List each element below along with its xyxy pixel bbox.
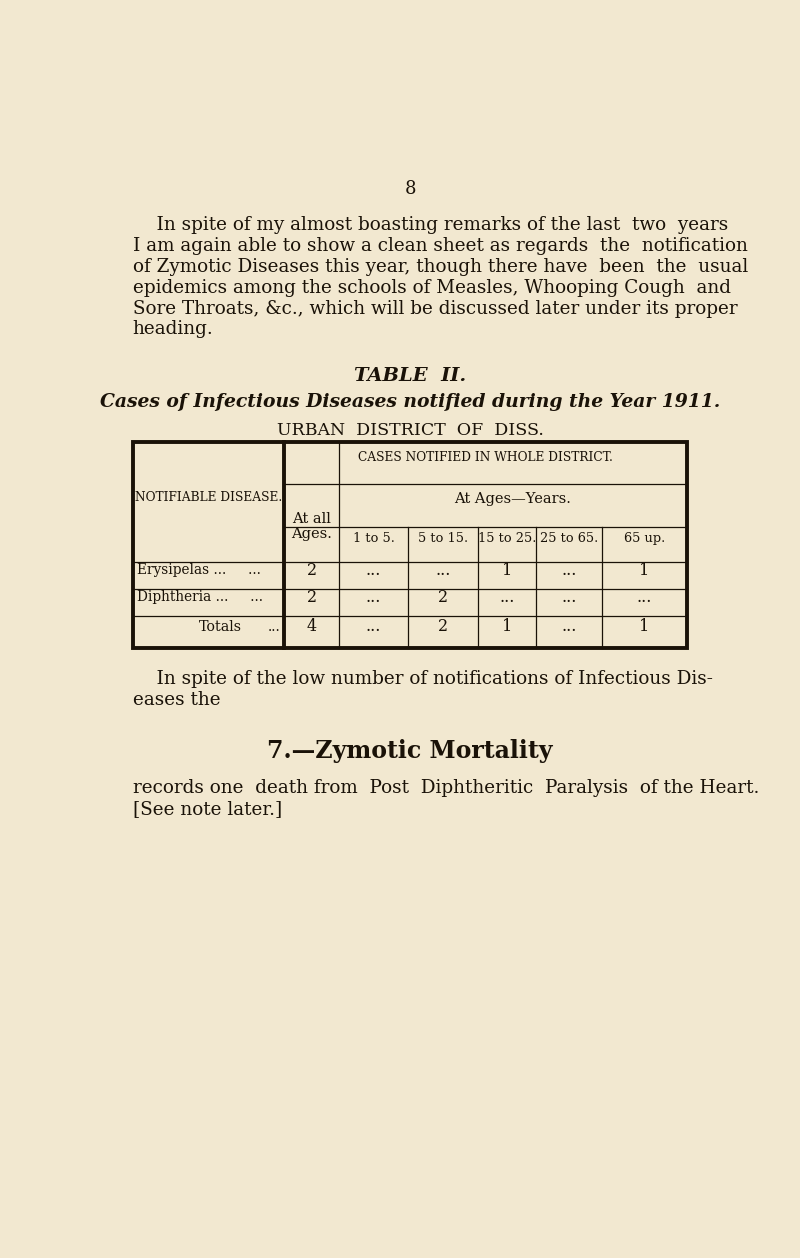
Text: ...: ... — [366, 562, 382, 579]
Text: 2: 2 — [306, 562, 317, 579]
Text: 1: 1 — [502, 562, 512, 579]
Text: In spite of the low number of notifications of Infectious Dis-: In spite of the low number of notificati… — [133, 671, 713, 688]
Text: ...: ... — [562, 619, 577, 635]
Text: At Ages—Years.: At Ages—Years. — [454, 492, 571, 507]
Text: 2: 2 — [438, 619, 448, 635]
Text: At all: At all — [292, 512, 331, 526]
Text: ...: ... — [268, 620, 281, 634]
Text: eases the: eases the — [133, 691, 220, 708]
Text: Ages.: Ages. — [291, 527, 332, 541]
Text: ...: ... — [499, 589, 515, 605]
Text: ...: ... — [366, 619, 382, 635]
Text: records one  death from  Post  Diphtheritic  Paralysis  of the Heart.: records one death from Post Diphtheritic… — [133, 779, 759, 798]
Text: epidemics among the schools of Measles, Whooping Cough  and: epidemics among the schools of Measles, … — [133, 279, 730, 297]
Text: of Zymotic Diseases this year, though there have  been  the  usual: of Zymotic Diseases this year, though th… — [133, 258, 748, 276]
Text: Sore Throats, &c., which will be discussed later under its proper: Sore Throats, &c., which will be discuss… — [133, 299, 737, 317]
Text: ...: ... — [562, 589, 577, 605]
Text: URBAN  DISTRICT  OF  DISS.: URBAN DISTRICT OF DISS. — [277, 421, 543, 439]
Text: In spite of my almost boasting remarks of the last  two  years: In spite of my almost boasting remarks o… — [133, 216, 728, 234]
Text: heading.: heading. — [133, 321, 214, 338]
Text: I am again able to show a clean sheet as regards  the  notification: I am again able to show a clean sheet as… — [133, 238, 747, 255]
Text: NOTIFIABLE DISEASE.: NOTIFIABLE DISEASE. — [135, 491, 282, 504]
Text: 8: 8 — [404, 180, 416, 199]
Text: 1: 1 — [639, 562, 650, 579]
Text: 1 to 5.: 1 to 5. — [353, 532, 394, 545]
Text: 4: 4 — [306, 619, 317, 635]
Text: ...: ... — [562, 562, 577, 579]
Text: 1: 1 — [639, 619, 650, 635]
Text: Totals: Totals — [198, 620, 242, 634]
Text: ...: ... — [436, 562, 451, 579]
Text: 65 up.: 65 up. — [624, 532, 665, 545]
Bar — [133, 442, 686, 648]
Text: Cases of Infectious Diseases notified during the Year 1911.: Cases of Infectious Diseases notified du… — [100, 392, 720, 411]
Text: 5 to 15.: 5 to 15. — [418, 532, 468, 545]
Text: TABLE  II.: TABLE II. — [354, 366, 466, 385]
Text: ...: ... — [366, 589, 382, 605]
Text: 7.—Zymotic Mortality: 7.—Zymotic Mortality — [267, 740, 553, 764]
Text: 25 to 65.: 25 to 65. — [540, 532, 598, 545]
Text: 15 to 25.: 15 to 25. — [478, 532, 537, 545]
Text: Diphtheria ...     ...: Diphtheria ... ... — [138, 590, 263, 604]
Text: CASES NOTIFIED IN WHOLE DISTRICT.: CASES NOTIFIED IN WHOLE DISTRICT. — [358, 450, 613, 463]
Text: ...: ... — [637, 589, 652, 605]
Text: 2: 2 — [438, 589, 448, 605]
Text: 1: 1 — [502, 619, 512, 635]
Text: Erysipelas ...     ...: Erysipelas ... ... — [138, 564, 261, 577]
Text: [See note later.]: [See note later.] — [133, 800, 282, 818]
Text: 2: 2 — [306, 589, 317, 605]
